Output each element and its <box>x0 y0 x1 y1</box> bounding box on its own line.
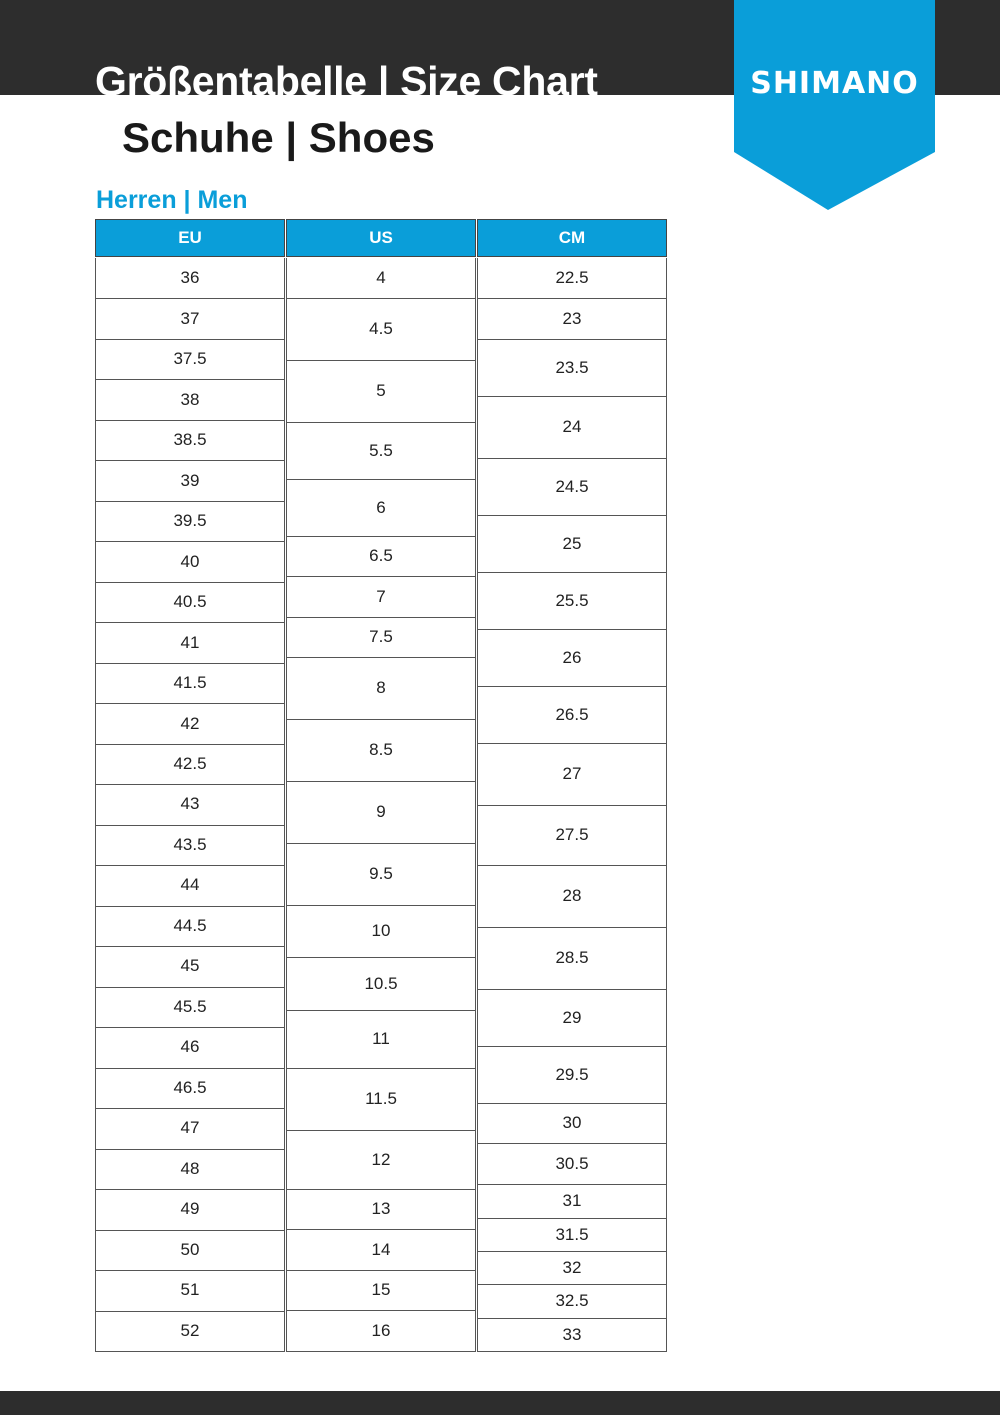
cell-eu: 45 <box>95 946 285 988</box>
cell-cm: 28 <box>477 865 667 928</box>
cell-eu: 42.5 <box>95 743 285 786</box>
cell-us: 5.5 <box>286 422 476 480</box>
cell-eu: 40 <box>95 541 285 583</box>
cell-eu: 52 <box>95 1310 285 1352</box>
cell-us: 5 <box>286 360 476 423</box>
cell-us: 11.5 <box>286 1068 476 1131</box>
cell-us: 4 <box>286 258 476 299</box>
cell-cm: 27 <box>477 743 667 806</box>
cell-eu: 43 <box>95 784 285 826</box>
cell-cm: 22.5 <box>477 258 667 299</box>
cell-eu: 44 <box>95 865 285 907</box>
cell-us: 9 <box>286 781 476 844</box>
cell-eu: 44.5 <box>95 905 285 948</box>
page-title: Größentabelle | Size Chart <box>95 58 598 95</box>
header-us: US <box>286 219 476 257</box>
cell-eu: 49 <box>95 1189 285 1231</box>
cell-cm: 25 <box>477 515 667 573</box>
header-eu: EU <box>95 219 285 257</box>
cell-cm: 32 <box>477 1251 667 1285</box>
cell-eu: 42 <box>95 703 285 745</box>
cell-us: 14 <box>286 1229 476 1271</box>
cell-eu: 38.5 <box>95 419 285 462</box>
cell-eu: 51 <box>95 1270 285 1312</box>
cell-us: 12 <box>286 1130 476 1190</box>
cell-cm: 31 <box>477 1184 667 1219</box>
cell-eu: 37.5 <box>95 338 285 381</box>
cell-cm: 24 <box>477 396 667 459</box>
cell-cm: 26 <box>477 629 667 687</box>
cell-eu: 40.5 <box>95 581 285 624</box>
cell-cm: 28.5 <box>477 927 667 990</box>
cell-cm: 29 <box>477 989 667 1047</box>
cell-eu: 50 <box>95 1229 285 1272</box>
cell-us: 7.5 <box>286 617 476 658</box>
cell-cm: 32.5 <box>477 1284 667 1319</box>
section-heading: Herren | Men <box>96 186 248 214</box>
shimano-logo-text: SHIMANO <box>750 66 919 101</box>
column-cm: CM 22.5 23 23.5 24 24.5 25 25.5 26 26.5 27 27.5 28 2… <box>477 219 667 1352</box>
cell-eu: 39 <box>95 460 285 502</box>
cell-eu: 46.5 <box>95 1067 285 1110</box>
cell-us: 10 <box>286 905 476 958</box>
cell-us: 16 <box>286 1310 476 1352</box>
cell-cm: 23.5 <box>477 339 667 397</box>
size-table: EU 36 37 37.5 38 38.5 39 39.5 40 40.5 41 41.5 42 42.… <box>95 219 667 1352</box>
column-us: US 4 4.5 5 5.5 6 6.5 7 7.5 8 8.5 9 9.5 10 10.5 11 11.5 1… <box>286 219 476 1352</box>
cell-us: 6.5 <box>286 536 476 577</box>
cell-us: 13 <box>286 1189 476 1230</box>
cell-us: 9.5 <box>286 843 476 906</box>
cell-us: 7 <box>286 576 476 618</box>
cell-us: 6 <box>286 479 476 537</box>
cell-cm: 31.5 <box>477 1218 667 1252</box>
cell-cm: 26.5 <box>477 686 667 744</box>
cell-cm: 30.5 <box>477 1143 667 1185</box>
cell-eu: 46 <box>95 1027 285 1069</box>
cell-eu: 47 <box>95 1108 285 1150</box>
cell-cm: 30 <box>477 1103 667 1144</box>
cell-eu: 45.5 <box>95 986 285 1029</box>
footer-bar <box>0 1391 1000 1415</box>
page-subtitle: Schuhe | Shoes <box>122 114 435 161</box>
cell-eu: 36 <box>95 258 285 300</box>
cell-eu: 41.5 <box>95 662 285 705</box>
column-eu: EU 36 37 37.5 38 38.5 39 39.5 40 40.5 41 41.5 42 42.… <box>95 219 285 1352</box>
cell-us: 8 <box>286 657 476 720</box>
cell-cm: 25.5 <box>477 572 667 630</box>
cell-eu: 38 <box>95 379 285 421</box>
cell-cm: 29.5 <box>477 1046 667 1104</box>
cell-cm: 24.5 <box>477 458 667 516</box>
cell-us: 10.5 <box>286 957 476 1011</box>
cell-cm: 23 <box>477 298 667 340</box>
cell-us: 15 <box>286 1270 476 1311</box>
cell-us: 11 <box>286 1010 476 1069</box>
cell-us: 8.5 <box>286 719 476 782</box>
cell-eu: 37 <box>95 298 285 340</box>
cell-eu: 39.5 <box>95 500 285 543</box>
cell-eu: 41 <box>95 622 285 664</box>
cell-eu: 43.5 <box>95 824 285 867</box>
cell-cm: 27.5 <box>477 805 667 866</box>
cell-cm: 33 <box>477 1318 667 1352</box>
cell-eu: 48 <box>95 1148 285 1191</box>
shimano-logo-banner <box>734 0 935 210</box>
cell-us: 4.5 <box>286 298 476 361</box>
header-cm: CM <box>477 219 667 257</box>
